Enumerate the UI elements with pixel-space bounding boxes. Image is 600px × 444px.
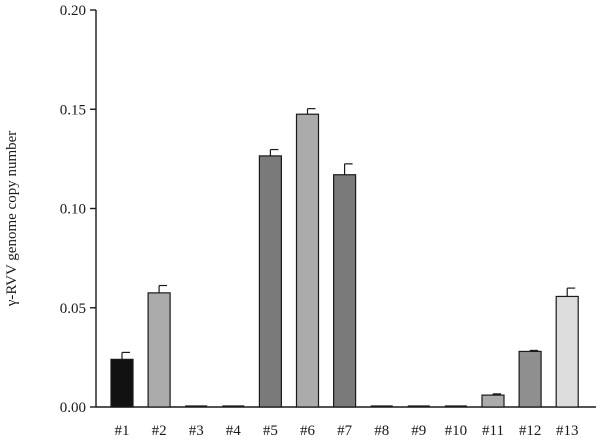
x-tick-label: #10: [445, 423, 468, 439]
bar: [555, 295, 579, 408]
bar: [518, 350, 542, 408]
y-tick-label: 0.20: [60, 3, 86, 19]
bar: [258, 155, 282, 408]
bar: [333, 174, 357, 408]
x-tick-label: #3: [189, 423, 204, 439]
bar: [481, 394, 505, 408]
y-axis: 0.00 0.05 0.10 0.15 0.20: [60, 3, 596, 416]
y-tick-label: 0.05: [60, 301, 86, 317]
x-tick-label: #1: [115, 423, 130, 439]
y-axis-title: γ-RVV genome copy number: [4, 131, 20, 308]
x-tick-label: #6: [300, 423, 316, 439]
x-tick-label: #2: [152, 423, 167, 439]
x-tick-label: #13: [556, 423, 579, 439]
x-tick-label: #11: [482, 423, 504, 439]
y-tick-label: 0.15: [60, 102, 86, 118]
y-tick-label: 0.10: [60, 202, 86, 218]
bar: [147, 292, 171, 408]
x-tick-label: #9: [411, 423, 426, 439]
x-tick-label: #4: [226, 423, 242, 439]
bar: [110, 358, 134, 408]
x-tick-label: #8: [374, 423, 389, 439]
bar: [295, 113, 320, 408]
x-tick-label: #5: [263, 423, 278, 439]
x-tick-label: #7: [337, 423, 353, 439]
bars: [110, 108, 579, 408]
y-tick-label: 0.00: [60, 400, 86, 416]
x-tick-label: #12: [519, 423, 542, 439]
x-axis-tick-labels: #1 #2 #3 #4 #5 #6 #7 #8 #9 #10 #11 #12 #13: [115, 423, 579, 439]
